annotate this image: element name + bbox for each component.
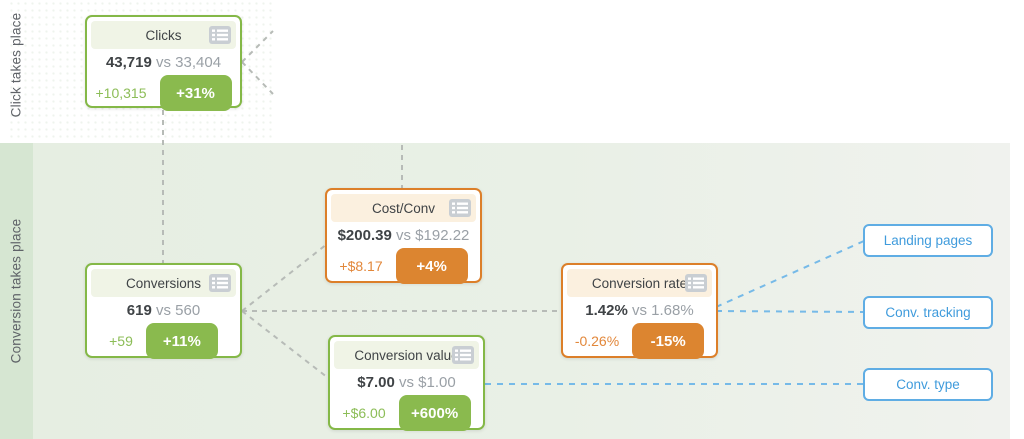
delta-value: +$8.17 bbox=[339, 258, 383, 274]
percent-badge: -15% bbox=[632, 323, 705, 359]
card-bottom: +10,315 +31% bbox=[87, 74, 240, 112]
band-strip bbox=[0, 143, 33, 439]
metric-card-conversions[interactable]: Conversions 619 vs 560 +59 +11% bbox=[85, 263, 242, 360]
percent-badge: +11% bbox=[145, 323, 218, 359]
percent-badge: +4% bbox=[395, 248, 468, 284]
landing-pages-button[interactable]: Landing pages bbox=[863, 224, 993, 257]
card-bottom: +59 +11% bbox=[87, 322, 240, 360]
list-icon[interactable] bbox=[685, 274, 707, 292]
delta-value: -0.26% bbox=[574, 333, 620, 349]
list-icon[interactable] bbox=[449, 199, 471, 217]
current-value: $200.39 bbox=[337, 227, 392, 244]
percent-badge: +600% bbox=[398, 395, 471, 431]
previous-value: vs 33,404 bbox=[156, 54, 222, 71]
card-values: 43,719 vs 33,404 bbox=[87, 54, 240, 72]
card-values: $7.00 vs $1.00 bbox=[330, 374, 483, 392]
card-header: Cost/Conv bbox=[331, 194, 476, 222]
delta-value: +$6.00 bbox=[342, 405, 386, 421]
current-value: 619 bbox=[126, 302, 152, 319]
metric-card-clicks[interactable]: Clicks 43,719 vs 33,404 +10,315 +31% bbox=[85, 15, 242, 111]
card-title: Clicks bbox=[145, 27, 182, 43]
current-value: $7.00 bbox=[357, 374, 395, 391]
card-title: Cost/Conv bbox=[371, 200, 436, 216]
percent-badge: +31% bbox=[159, 75, 232, 111]
conv-type-button[interactable]: Conv. type bbox=[863, 368, 993, 401]
band-label-click: Click takes place bbox=[8, 12, 24, 118]
previous-value: vs 560 bbox=[156, 302, 201, 319]
band-label-conversion: Conversion takes place bbox=[8, 218, 24, 364]
card-bottom: +$6.00 +600% bbox=[330, 394, 483, 432]
metric-card-conversion-value[interactable]: Conversion value $7.00 vs $1.00 +$6.00 +… bbox=[328, 335, 485, 432]
current-value: 1.42% bbox=[585, 302, 628, 319]
previous-value: vs 1.68% bbox=[632, 302, 694, 319]
metric-card-cost-per-conv[interactable]: Cost/Conv $200.39 vs $192.22 +$8.17 +4% bbox=[325, 188, 482, 285]
card-title: Conversion rate bbox=[591, 275, 688, 291]
card-title: Conversion value bbox=[354, 347, 459, 363]
card-header: Clicks bbox=[91, 21, 236, 49]
card-header: Conversions bbox=[91, 269, 236, 297]
metric-card-conversion-rate[interactable]: Conversion rate 1.42% vs 1.68% -0.26% -1… bbox=[561, 263, 718, 360]
current-value: 43,719 bbox=[105, 54, 152, 71]
delta-value: +59 bbox=[109, 333, 133, 349]
list-icon[interactable] bbox=[209, 274, 231, 292]
card-bottom: -0.26% -15% bbox=[563, 322, 716, 360]
card-title: Conversions bbox=[125, 275, 202, 291]
card-values: $200.39 vs $192.22 bbox=[327, 227, 480, 245]
previous-value: vs $1.00 bbox=[399, 374, 456, 391]
card-header: Conversion value bbox=[334, 341, 479, 369]
conv-tracking-button[interactable]: Conv. tracking bbox=[863, 296, 993, 329]
card-values: 619 vs 560 bbox=[87, 302, 240, 320]
card-bottom: +$8.17 +4% bbox=[327, 247, 480, 285]
previous-value: vs $192.22 bbox=[396, 227, 470, 244]
card-values: 1.42% vs 1.68% bbox=[563, 302, 716, 320]
list-icon[interactable] bbox=[209, 26, 231, 44]
list-icon[interactable] bbox=[452, 346, 474, 364]
card-header: Conversion rate bbox=[567, 269, 712, 297]
delta-value: +10,315 bbox=[95, 85, 147, 101]
